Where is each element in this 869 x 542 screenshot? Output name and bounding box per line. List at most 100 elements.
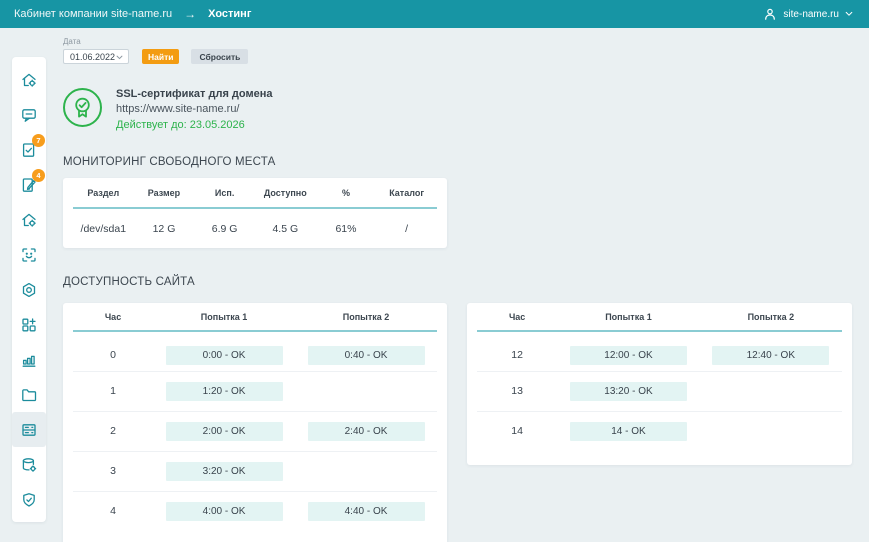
server-icon	[20, 421, 38, 439]
column-header: Час	[73, 303, 154, 332]
column-header: Размер	[133, 178, 195, 209]
hour-cell: 13	[477, 370, 558, 411]
reset-button[interactable]: Сбросить	[191, 49, 249, 64]
date-filter-label: Дата	[63, 37, 81, 46]
account-menu[interactable]: site-name.ru	[763, 7, 853, 21]
ssl-certificate-block: SSL-сертификат для домена https://www.si…	[62, 87, 273, 133]
user-icon	[763, 7, 777, 21]
shield-check-icon	[20, 491, 38, 509]
column-header: Раздел	[73, 178, 134, 209]
hour-cell: 3	[73, 450, 154, 491]
sidebar-item-messages[interactable]	[12, 97, 46, 132]
date-filter: Дата 01.06.2022 Найти Сбросить	[63, 37, 249, 64]
notification-badge: 7	[32, 134, 45, 147]
hour-cell: 2	[73, 410, 154, 451]
ssl-domain-url: https://www.site-name.ru/	[116, 103, 240, 116]
hour-cell: 14	[477, 410, 558, 451]
ok-status-badge: 12:00 - OK	[569, 345, 687, 365]
find-button[interactable]: Найти	[142, 49, 180, 64]
column-header: Исп.	[194, 178, 255, 209]
ok-status-badge: 2:40 - OK	[307, 421, 425, 441]
home-settings-icon	[20, 71, 38, 89]
availability-row: 12 12:00 - OK 12:40 - OK	[477, 331, 842, 371]
bar-chart-icon	[20, 351, 38, 369]
availability-row: 0 0:00 - OK 0:40 - OK	[73, 331, 437, 371]
column-header: %	[315, 178, 377, 209]
size-cell: 12 G	[152, 223, 176, 235]
apps-add-icon	[20, 316, 38, 334]
availability-header-row: Час Попытка 1 Попытка 2	[477, 303, 842, 332]
date-select[interactable]: 01.06.2022	[63, 49, 129, 64]
column-header: Попытка 2	[295, 303, 437, 332]
sidebar-item-statistics[interactable]	[12, 342, 46, 377]
breadcrumb-company[interactable]: Кабинет компании site-name.ru	[14, 8, 173, 20]
ok-status-badge: 3:20 - OK	[165, 461, 283, 481]
column-header: Каталог	[376, 178, 437, 209]
ok-status-badge: 2:00 - OK	[165, 421, 283, 441]
sidebar-item-face-id[interactable]	[12, 237, 46, 272]
availability-header-row: Час Попытка 1 Попытка 2	[73, 303, 437, 332]
availability-card-hours-12-23: Час Попытка 1 Попытка 2 12 12:00 - OK 12…	[467, 303, 852, 465]
column-header: Попытка 1	[153, 303, 296, 332]
nut-settings-icon	[20, 281, 38, 299]
column-header: Попытка 1	[557, 303, 700, 332]
topbar: Кабинет компании site-name.ru → Хостинг …	[0, 0, 869, 28]
disk-table: Раздел Размер Исп. Доступно % Каталог /d…	[73, 178, 437, 246]
ssl-valid-until: Действует до: 23.05.2026	[116, 118, 245, 131]
account-name: site-name.ru	[783, 8, 839, 20]
chat-icon	[20, 106, 38, 124]
column-header: Доступно	[254, 178, 316, 209]
disk-table-header-row: Раздел Размер Исп. Доступно % Каталог	[73, 178, 437, 209]
availability-table: Час Попытка 1 Попытка 2 12 12:00 - OK 12…	[477, 303, 842, 451]
sidebar-item-tasks[interactable]: 7	[12, 132, 46, 167]
availability-row: 14 14 - OK	[477, 410, 842, 451]
ok-status-badge: 12:40 - OK	[712, 345, 830, 365]
ssl-badge-icon	[62, 87, 103, 128]
availability-row: 4 4:00 - OK 4:40 - OK	[73, 490, 437, 531]
hour-cell: 1	[73, 370, 154, 411]
availability-card-hours-0-11: Час Попытка 1 Попытка 2 0 0:00 - OK 0:40…	[63, 303, 447, 542]
disk-section-title: МОНИТОРИНГ СВОБОДНОГО МЕСТА	[63, 156, 276, 168]
face-scan-icon	[20, 246, 38, 264]
percent-cell: 61%	[335, 223, 357, 235]
sidebar-item-home-settings-2[interactable]	[12, 202, 46, 237]
sidebar-item-security[interactable]	[12, 482, 46, 517]
folder-icon	[20, 386, 38, 404]
availability-table: Час Попытка 1 Попытка 2 0 0:00 - OK 0:40…	[73, 303, 437, 531]
column-header: Час	[477, 303, 558, 332]
availability-row: 2 2:00 - OK 2:40 - OK	[73, 410, 437, 451]
breadcrumb-arrow-icon: →	[184, 7, 197, 21]
sidebar-item-files[interactable]	[12, 377, 46, 412]
sidebar-item-backups[interactable]	[12, 447, 46, 482]
sidebar-item-requests[interactable]: 4	[12, 167, 46, 202]
sidebar: 7 4	[12, 57, 46, 522]
availability-row: 1 1:20 - OK	[73, 370, 437, 411]
hour-cell: 4	[73, 490, 154, 531]
ok-status-badge: 0:40 - OK	[307, 345, 425, 365]
partition-cell: /dev/sda1	[80, 223, 127, 235]
chevron-down-icon	[845, 11, 853, 17]
ssl-title: SSL-сертификат для домена	[116, 88, 273, 100]
sidebar-item-hosting[interactable]	[12, 412, 46, 447]
ok-status-badge: 1:20 - OK	[165, 381, 283, 401]
chevron-down-icon	[116, 52, 123, 62]
date-select-value: 01.06.2022	[70, 51, 116, 62]
column-header: Попытка 2	[699, 303, 842, 332]
availability-row: 13 13:20 - OK	[477, 370, 842, 411]
breadcrumb-current-page: Хостинг	[208, 8, 252, 20]
home-settings-icon	[20, 211, 38, 229]
ok-status-badge: 0:00 - OK	[165, 345, 283, 365]
used-cell: 6.9 G	[211, 223, 238, 235]
sidebar-item-modules[interactable]	[12, 307, 46, 342]
notification-badge: 4	[32, 169, 45, 182]
document-check-icon	[20, 141, 38, 159]
ok-status-badge: 13:20 - OK	[569, 381, 687, 401]
ok-status-badge: 14 - OK	[569, 421, 687, 441]
disk-table-row: /dev/sda1 12 G 6.9 G 4.5 G 61% /	[73, 208, 437, 246]
free-cell: 4.5 G	[272, 223, 299, 235]
database-sync-icon	[20, 456, 38, 474]
ok-status-badge: 4:40 - OK	[307, 501, 425, 521]
ok-status-badge: 4:00 - OK	[165, 501, 283, 521]
sidebar-item-settings[interactable]	[12, 272, 46, 307]
sidebar-item-home-settings[interactable]	[12, 62, 46, 97]
